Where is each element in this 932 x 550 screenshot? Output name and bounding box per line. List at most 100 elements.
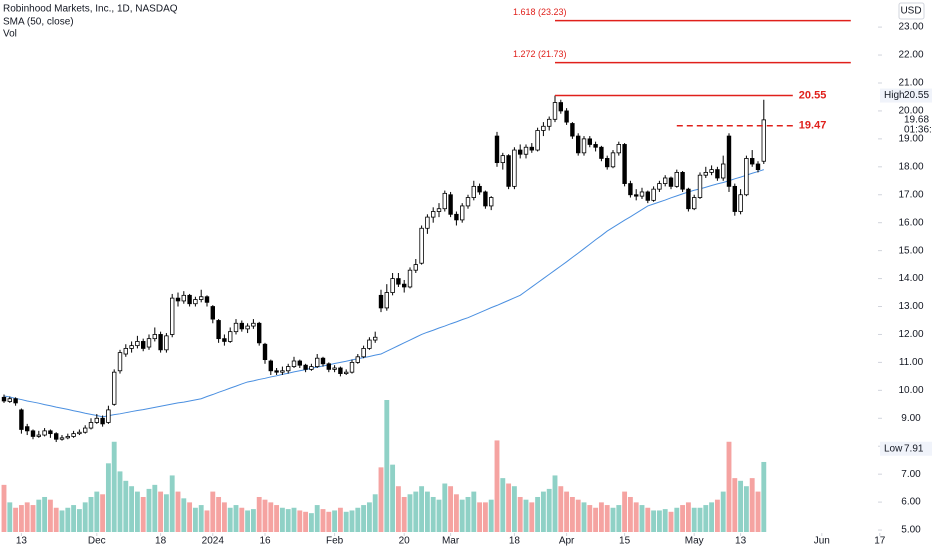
- candle-body: [106, 409, 111, 423]
- high-tag-label: High: [884, 90, 905, 101]
- candle-body: [634, 194, 639, 197]
- candle-body: [477, 185, 482, 193]
- volume-bar: [645, 507, 651, 532]
- volume-bar: [662, 509, 668, 532]
- volume-bar: [494, 440, 500, 532]
- candle-body: [152, 334, 157, 340]
- candle-body: [651, 188, 656, 201]
- volume-bar: [697, 507, 703, 532]
- y-tick-label: 13.00: [898, 301, 923, 312]
- volume-bar: [535, 496, 541, 532]
- y-tick-label: 7.00: [901, 469, 921, 480]
- candle-body: [117, 352, 123, 372]
- candle-body: [222, 338, 227, 342]
- y-tick-label: 9.00: [901, 413, 921, 424]
- candle-body: [94, 417, 99, 423]
- x-tick-label: 18: [509, 536, 521, 547]
- volume-bar: [390, 464, 396, 532]
- candle-body: [494, 135, 500, 164]
- candle-body: [512, 149, 517, 187]
- volume-bar: [320, 509, 326, 532]
- volume-bar: [685, 502, 691, 532]
- candle-body: [100, 417, 105, 425]
- volume-bar: [593, 507, 599, 532]
- volume-bar: [308, 513, 314, 532]
- candle-body: [141, 341, 146, 349]
- candle-body: [373, 336, 378, 341]
- candle-body: [518, 149, 523, 155]
- candle-body: [1, 396, 7, 402]
- y-tick-label: 14.00: [898, 273, 923, 284]
- currency[interactable]: USD: [900, 6, 921, 17]
- candle-body: [216, 320, 221, 340]
- volume-bar: [506, 483, 512, 532]
- volume-bar: [633, 502, 639, 532]
- x-tick-label: 13: [16, 536, 28, 547]
- volume-bar: [453, 494, 459, 532]
- candle-body: [83, 427, 88, 433]
- volume-bar: [256, 496, 262, 532]
- candle-body: [761, 119, 766, 162]
- volume-bar: [581, 502, 587, 532]
- candle-body: [378, 294, 384, 309]
- x-tick-label: Dec: [88, 536, 106, 547]
- volume-bar: [523, 499, 529, 532]
- candle-body: [448, 194, 453, 215]
- candle-body: [639, 191, 645, 197]
- volume-bar: [239, 507, 245, 532]
- candle-body: [30, 430, 36, 437]
- volume-bar: [558, 486, 564, 532]
- volume-bar: [755, 491, 761, 532]
- x-tick-label: Apr: [559, 536, 575, 547]
- candle-body: [158, 334, 163, 351]
- candle-body: [436, 208, 442, 212]
- x-tick-label: 18: [155, 536, 167, 547]
- volume-bar: [378, 467, 384, 532]
- volume-bar: [105, 463, 111, 532]
- volume-bar: [419, 486, 425, 532]
- candle-body: [535, 130, 540, 151]
- candle-body: [413, 264, 418, 271]
- volume-bar: [1, 484, 7, 532]
- candle-body: [657, 183, 662, 190]
- candle-body: [338, 367, 343, 374]
- volume-bar: [82, 502, 88, 532]
- volume-bar: [88, 496, 94, 532]
- fib-label: 1.618 (23.23): [513, 7, 567, 17]
- volume-bar: [471, 491, 477, 532]
- volume-bar: [134, 491, 140, 532]
- candle-body: [668, 177, 674, 187]
- volume-bar: [192, 507, 198, 532]
- x-tick-label: 20: [399, 536, 411, 547]
- volume-bar: [442, 483, 448, 532]
- candle-body: [257, 322, 262, 344]
- y-tick-label: 15.00: [898, 245, 923, 256]
- y-tick-label: 22.00: [898, 50, 923, 61]
- chart-title: Robinhood Markets, Inc., 1D, NASDAQ: [3, 4, 178, 15]
- volume-bar: [285, 509, 291, 532]
- candle-body: [129, 345, 134, 349]
- candle-body: [384, 292, 389, 309]
- candle-body: [541, 125, 546, 131]
- volume-bar: [436, 499, 442, 532]
- candle-body: [593, 144, 598, 148]
- volume-bar: [500, 478, 506, 532]
- candle-body: [326, 363, 331, 370]
- y-tick-label: 5.00: [901, 525, 921, 536]
- low-tag-value: 7.91: [904, 443, 924, 454]
- candle-body: [599, 146, 604, 159]
- candle-body: [239, 322, 244, 330]
- volume-bar: [175, 491, 181, 532]
- volume-bar: [401, 496, 407, 532]
- volume-bar: [529, 502, 535, 532]
- candle-body: [13, 398, 18, 404]
- candle-body: [48, 430, 53, 435]
- x-tick-label: 17: [874, 536, 886, 547]
- candle-body: [361, 348, 366, 358]
- currency-box[interactable]: [898, 2, 925, 20]
- candle-body: [454, 213, 459, 221]
- volume-bar: [59, 510, 65, 532]
- volume-bar: [233, 505, 239, 532]
- sma-line: [3, 169, 764, 418]
- candle-body: [506, 155, 511, 187]
